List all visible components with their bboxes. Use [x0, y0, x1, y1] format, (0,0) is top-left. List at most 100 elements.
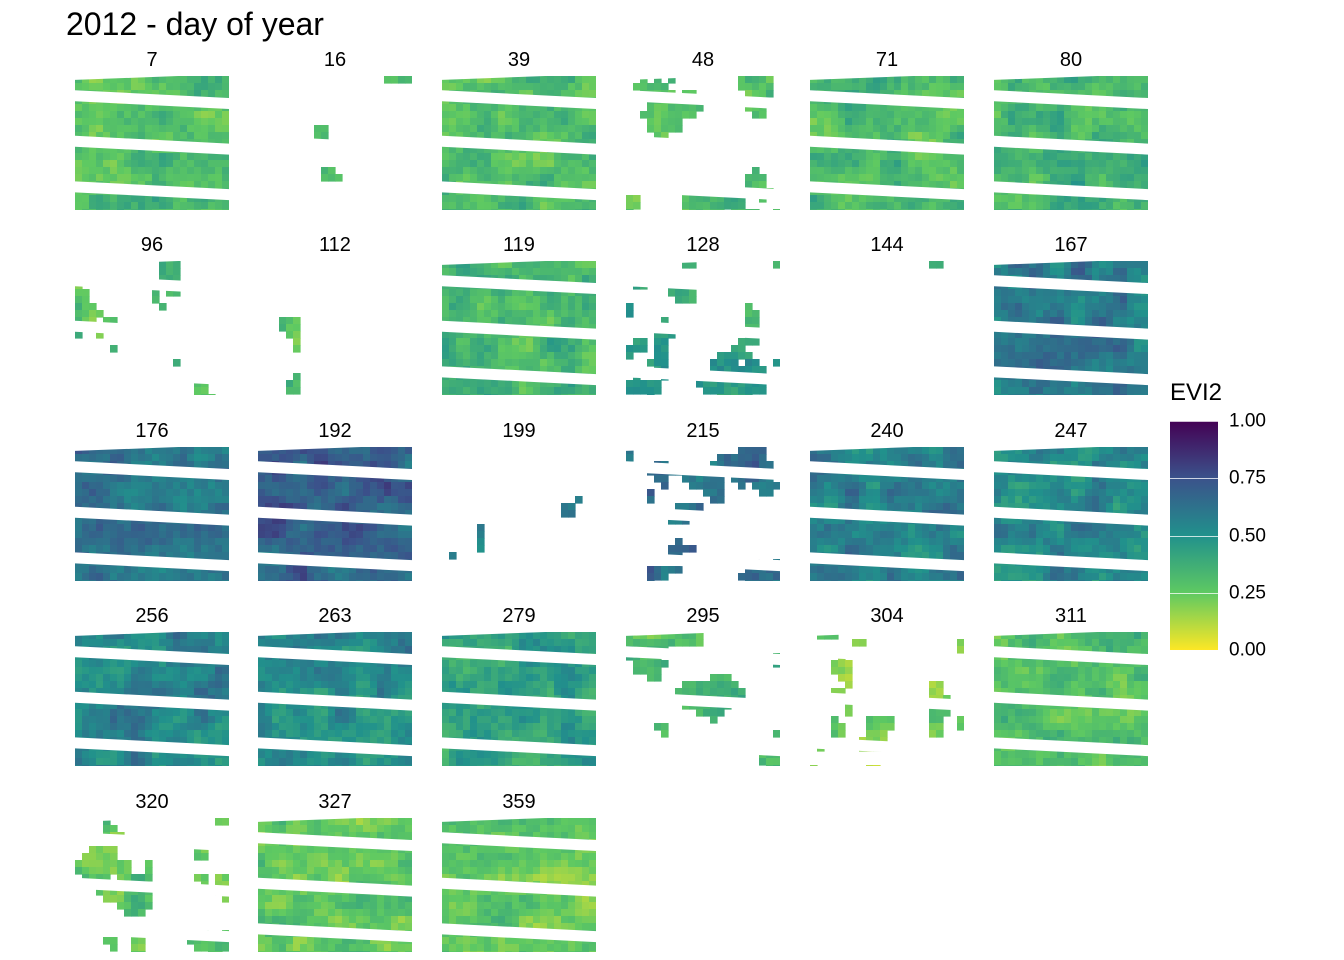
raster-cell [901, 447, 909, 455]
raster-cell [75, 195, 83, 203]
raster-cell [957, 90, 964, 98]
raster-cell [894, 83, 902, 91]
raster-cell [1099, 345, 1107, 353]
raster-cell [547, 118, 555, 126]
raster-cell [1043, 573, 1051, 581]
raster-cell [173, 524, 181, 532]
raster-cell [922, 496, 930, 504]
raster-cell [152, 125, 160, 133]
raster-cell [880, 209, 888, 210]
raster-cell [1134, 324, 1142, 332]
raster-cell [1106, 566, 1114, 574]
raster-cell [1029, 489, 1037, 497]
raster-cell [307, 580, 315, 581]
raster-cell [950, 209, 958, 210]
raster-cell [1106, 461, 1114, 469]
raster-cell [589, 174, 596, 182]
raster-cell [654, 132, 662, 140]
raster-cell [498, 352, 506, 360]
raster-cell [152, 160, 160, 168]
raster-cell [208, 538, 216, 546]
raster-cell [957, 545, 964, 553]
raster-cell [159, 552, 167, 560]
raster-cell [1106, 90, 1114, 98]
raster-cell [887, 118, 895, 126]
raster-cell [463, 338, 471, 346]
raster-cell [201, 496, 209, 504]
raster-cell [103, 83, 111, 91]
raster-cell [915, 209, 923, 210]
raster-cell [1057, 296, 1065, 304]
raster-cell [208, 573, 216, 581]
raster-cell [1113, 545, 1121, 553]
raster-cell [936, 573, 944, 581]
raster-cell [1022, 289, 1030, 297]
raster-cell [547, 104, 555, 112]
raster-cell [1029, 209, 1037, 210]
raster-cell [901, 160, 909, 168]
raster-cell [724, 380, 732, 388]
raster-cell [258, 524, 266, 532]
raster-cell [1029, 317, 1037, 325]
raster-cell [1127, 489, 1135, 497]
raster-cell [145, 489, 153, 497]
raster-cell [215, 90, 223, 98]
raster-cell [710, 202, 718, 210]
raster-cell [1071, 454, 1079, 462]
raster-cell [82, 632, 90, 640]
raster-cell [887, 461, 895, 469]
raster-cell [377, 538, 385, 546]
raster-cell [145, 454, 153, 462]
raster-cell [456, 303, 464, 311]
raster-cell [703, 202, 711, 210]
raster-cell [187, 90, 195, 98]
raster-cell [1078, 153, 1086, 161]
raster-cell [824, 76, 832, 84]
raster-cell [1043, 331, 1051, 339]
raster-cell [449, 394, 457, 395]
raster-cell [817, 160, 825, 168]
raster-cell [654, 83, 662, 91]
raster-cell [145, 195, 153, 203]
raster-cell [561, 160, 569, 168]
raster-cell [582, 324, 590, 332]
raster-cell [89, 545, 97, 553]
raster-cell [187, 83, 195, 91]
raster-cell [1029, 153, 1037, 161]
raster-cell [831, 573, 839, 581]
raster-cell [96, 531, 104, 539]
raster-cell [1022, 296, 1030, 304]
raster-cell [356, 461, 364, 469]
raster-cell [817, 111, 825, 119]
raster-cell [1078, 296, 1086, 304]
raster-cell [568, 352, 576, 360]
raster-cell [215, 524, 223, 532]
raster-cell [1113, 261, 1121, 269]
raster-cell [831, 118, 839, 126]
raster-cell [484, 359, 492, 367]
raster-cell [279, 317, 287, 325]
raster-cell [187, 580, 195, 581]
raster-cell [519, 90, 527, 98]
raster-cell [1099, 174, 1107, 182]
raster-cell [1127, 394, 1135, 395]
raster-cell [943, 111, 951, 119]
raster-cell [103, 538, 111, 546]
raster-cell [936, 111, 944, 119]
raster-cell [194, 132, 202, 140]
raster-cell [519, 181, 527, 189]
raster-cell [1001, 503, 1009, 511]
raster-cell [1113, 489, 1121, 497]
raster-cell [1064, 345, 1072, 353]
raster-cell [519, 209, 527, 210]
raster-cell [194, 545, 202, 553]
raster-cell [1113, 394, 1121, 395]
raster-cell [442, 331, 450, 339]
raster-cell [887, 181, 895, 189]
raster-cell [1064, 482, 1072, 490]
raster-cell [1127, 303, 1135, 311]
raster-cell [1120, 475, 1128, 483]
raster-cell [103, 496, 111, 504]
raster-cell [356, 545, 364, 553]
raster-cell [498, 261, 506, 269]
